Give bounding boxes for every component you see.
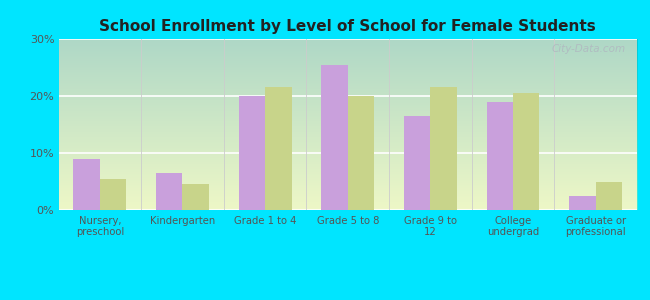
Bar [100, 178, 126, 210]
Text: City-Data.com: City-Data.com [551, 44, 625, 54]
Bar [265, 88, 292, 210]
Bar [183, 184, 209, 210]
Title: School Enrollment by Level of School for Female Students: School Enrollment by Level of School for… [99, 19, 596, 34]
Bar [156, 173, 183, 210]
Bar [404, 116, 430, 210]
Bar [321, 65, 348, 210]
Bar [513, 93, 540, 210]
Bar [73, 159, 100, 210]
Bar [348, 96, 374, 210]
Bar [595, 182, 622, 210]
Bar [569, 196, 595, 210]
Bar [239, 96, 265, 210]
Bar [487, 102, 513, 210]
Bar [430, 88, 457, 210]
